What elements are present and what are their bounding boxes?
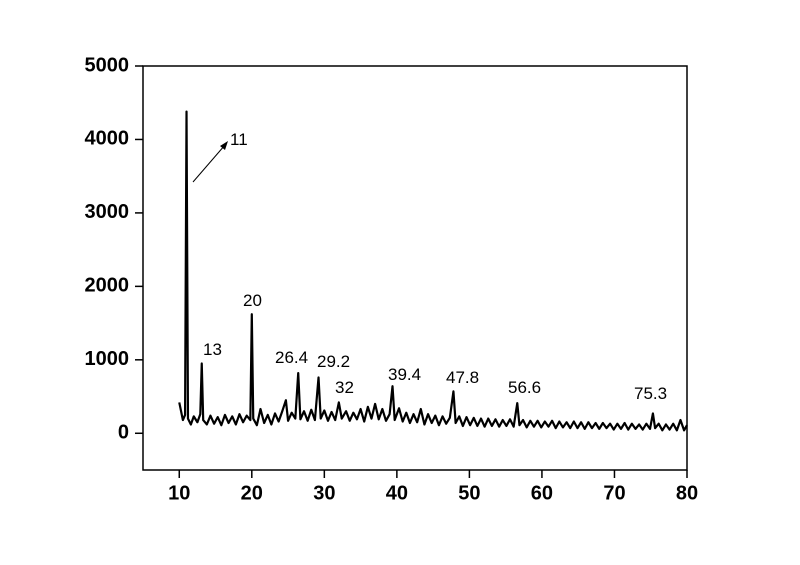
- x-tick-label: 40: [386, 482, 408, 504]
- peak-label: 39.4: [388, 365, 421, 384]
- peak-label: 11: [230, 130, 248, 149]
- data-line: [178, 110, 688, 432]
- annotation-arrow: [192, 144, 226, 183]
- y-tick-label: 2000: [85, 275, 130, 297]
- peak-label: 20: [243, 291, 262, 310]
- peak-label: 29.2: [317, 352, 350, 371]
- x-tick-label: 70: [603, 482, 625, 504]
- peak-label: 26.4: [275, 348, 308, 367]
- x-tick-label: 30: [313, 482, 335, 504]
- y-tick-label: 3000: [85, 201, 130, 223]
- x-tick-label: 10: [168, 482, 190, 504]
- peak-label: 32: [335, 378, 354, 397]
- plot-frame: [142, 65, 688, 471]
- peak-label: 13: [203, 340, 222, 359]
- peak-label: 56.6: [508, 378, 541, 397]
- peak-label: 47.8: [446, 368, 479, 387]
- peak-label: 75.3: [634, 384, 667, 403]
- y-tick-label: 5000: [85, 54, 130, 76]
- arrow-head: [220, 141, 228, 150]
- x-tick-label: 20: [241, 482, 263, 504]
- x-tick-label: 80: [676, 482, 698, 504]
- y-tick-label: 1000: [85, 348, 130, 370]
- y-tick-label: 0: [118, 422, 129, 444]
- x-tick-label: 50: [458, 482, 480, 504]
- y-tick-label: 4000: [85, 128, 130, 150]
- x-tick-label: 60: [531, 482, 553, 504]
